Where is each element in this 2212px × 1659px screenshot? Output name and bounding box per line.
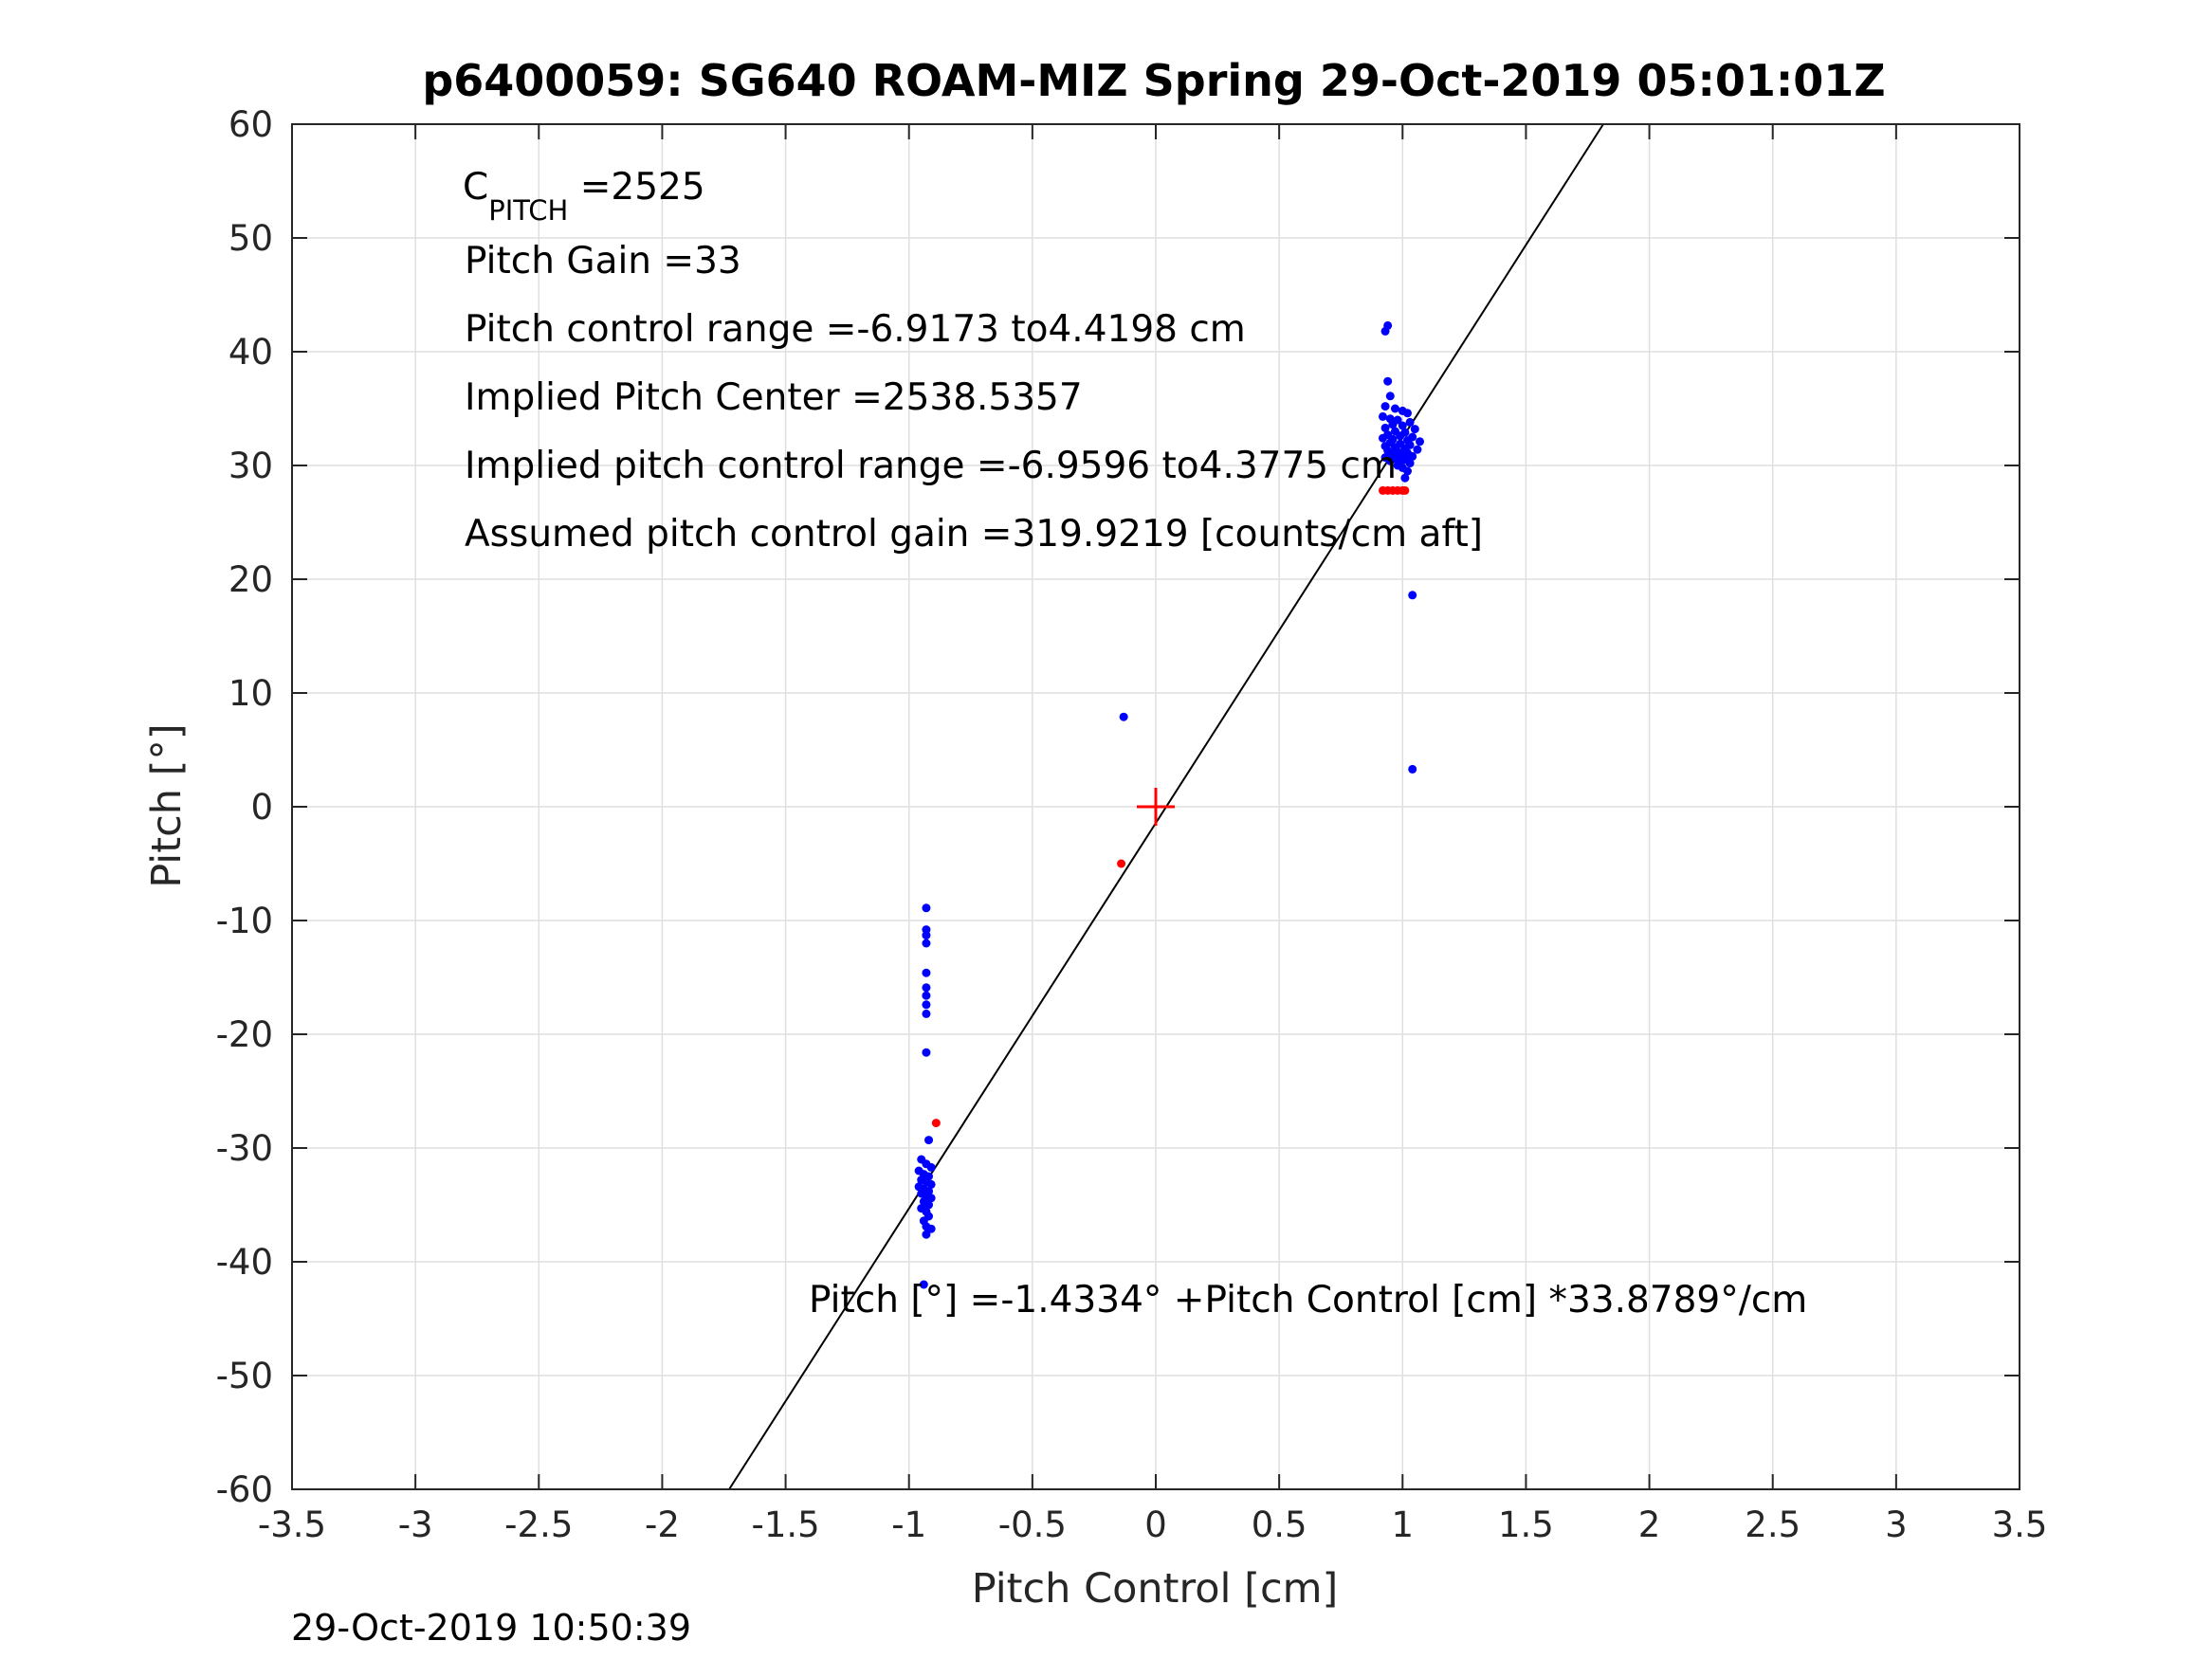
x-tick-label: -1 [891,1504,926,1545]
x-tick-label: -3.5 [258,1504,326,1545]
data-point [919,1280,928,1289]
y-axis-label: Pitch [°] [143,723,191,887]
axis-ticks [291,123,2020,1490]
data-point [1408,764,1417,774]
assumed-gain-annotation: Assumed pitch control gain =319.9219 [co… [465,513,1483,556]
data-point [922,1000,931,1010]
data-point [1380,402,1390,411]
data-point [922,991,931,1000]
data-point [1390,404,1399,413]
control-range-annotation: Pitch control range =-6.9173 to4.4198 cm [465,308,1246,351]
data-point [1398,421,1407,430]
y-tick-label: -60 [216,1469,273,1510]
x-tick-label: -2.5 [504,1504,573,1545]
data-point [1402,466,1412,476]
data-point [1402,409,1412,418]
data-point [1380,326,1390,336]
x-tick-label: -3 [398,1504,433,1545]
c-pitch-subscript: PITCH [488,194,568,227]
y-tick-label: 20 [229,559,273,600]
data-point [922,1009,931,1018]
data-point [1416,437,1425,447]
y-tick-label: -40 [216,1242,273,1283]
data-point [926,1162,936,1172]
data-point [1385,392,1395,401]
x-tick-label: -2 [645,1504,680,1545]
x-tick-label: 1 [1392,1504,1415,1545]
y-tick-label: -20 [216,1014,273,1055]
y-tick-label: -30 [216,1128,273,1169]
data-point [922,1048,931,1057]
data-point [922,968,931,977]
data-point [1413,445,1422,454]
data-point [1117,859,1126,868]
data-point [931,1119,941,1128]
y-tick-label: 60 [229,104,273,145]
data-point [1405,459,1415,468]
data-point [1378,411,1387,421]
data-point [1400,485,1410,495]
data-point [926,1224,936,1233]
data-point [924,1136,934,1145]
data-point [922,939,931,948]
data-point [1388,420,1398,429]
c-pitch-value: =2525 [568,166,704,209]
x-tick-label: -0.5 [998,1504,1067,1545]
data-point [1410,425,1419,434]
plot-frame [291,123,2020,1490]
fit-equation-annotation: Pitch [°] =-1.4334° +Pitch Control [cm] … [809,1279,1807,1322]
x-axis-label: Pitch Control [cm] [972,1565,1339,1613]
y-tick-label: 40 [229,332,273,373]
data-point [1385,456,1395,465]
pitch-gain-annotation: Pitch Gain =33 [465,240,741,283]
data-point [926,1194,936,1203]
data-point [1378,433,1387,443]
center-marker-group [1137,788,1175,826]
data-point [924,1200,934,1210]
data-point [1119,712,1128,721]
y-tick-labels: -60 -50 -40 -30 -20 -10 0 10 20 30 40 50 60 [216,104,273,1510]
y-tick-label: -10 [216,901,273,941]
x-tick-label: -1.5 [751,1504,819,1545]
data-point [1408,451,1417,461]
y-tick-label: -50 [216,1356,273,1396]
y-tick-label: 10 [229,673,273,714]
data-point [922,903,931,913]
data-point [1400,473,1410,483]
x-tick-label: 1.5 [1498,1504,1554,1545]
implied-range-annotation: Implied pitch control range =-6.9596 to4… [465,445,1397,487]
data-point [922,983,931,993]
x-tick-label: 0 [1144,1504,1167,1545]
data-points [914,320,1425,1289]
x-tick-labels: -3.5 -3 -2.5 -2 -1.5 -1 -0.5 0 0.5 1 1.5 2 2.5 3 3.5 [258,1504,2048,1545]
data-point [1408,591,1417,600]
data-point [922,1230,931,1239]
chart-title: p6400059: SG640 ROAM-MIZ Spring 29-Oct-2… [422,55,1885,106]
x-tick-label: 2 [1638,1504,1661,1545]
x-tick-label: 0.5 [1252,1504,1307,1545]
data-point [926,1179,936,1189]
x-tick-label: 3.5 [1992,1504,2048,1545]
implied-center-annotation: Implied Pitch Center =2538.5357 [465,376,1083,419]
data-point [1405,417,1415,427]
data-point [1380,423,1390,432]
y-tick-label: 50 [229,218,273,259]
data-point [922,931,931,940]
c-pitch-annotation: CPITCH =2525 [463,166,705,227]
data-point [1396,431,1405,441]
c-pitch-main: C [463,166,488,209]
x-tick-label: 2.5 [1745,1504,1801,1545]
y-tick-label: 0 [250,787,273,828]
x-tick-label: 3 [1885,1504,1908,1545]
data-point [1383,376,1393,386]
timestamp: 29-Oct-2019 10:50:39 [291,1607,691,1649]
y-tick-label: 30 [229,446,273,486]
